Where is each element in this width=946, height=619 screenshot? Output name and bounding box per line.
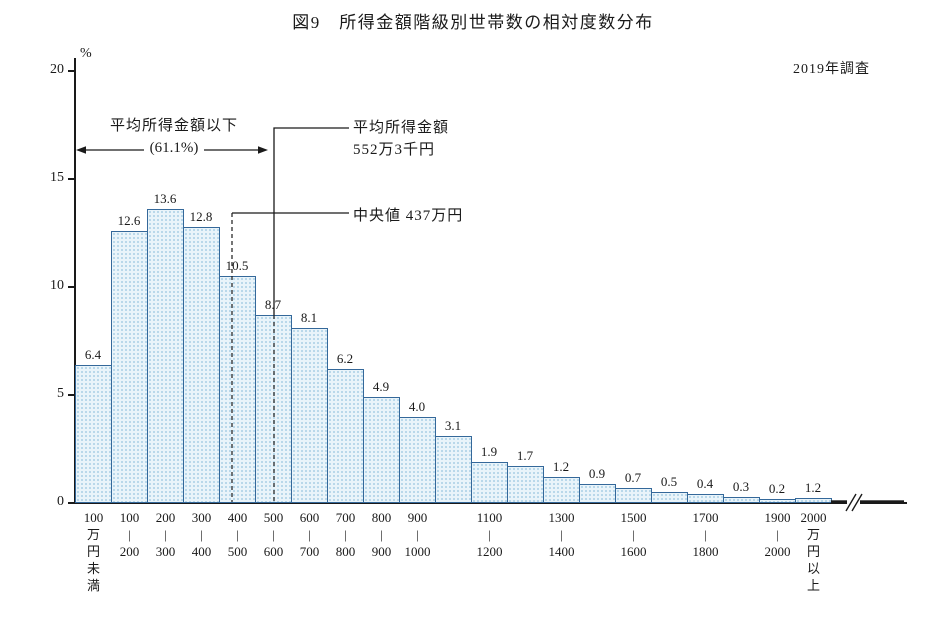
y-axis-line bbox=[74, 58, 76, 504]
bar bbox=[435, 436, 472, 503]
bar bbox=[75, 365, 112, 503]
bar-value-label: 1.9 bbox=[480, 444, 498, 459]
bar-value-label: 12.6 bbox=[117, 213, 141, 228]
x-axis-label: 100 | 200 bbox=[119, 510, 140, 559]
x-axis-label: 200 | 300 bbox=[155, 510, 176, 559]
x-axis-label: 1700 | 1800 bbox=[692, 510, 719, 559]
x-axis-label: 2000 万 円 以 上 bbox=[800, 510, 827, 593]
bar bbox=[579, 484, 616, 503]
y-tick-label: 20 bbox=[50, 62, 64, 77]
bar-value-label: 12.8 bbox=[189, 209, 213, 224]
bar bbox=[255, 315, 292, 503]
below-mean-pct-text: (61.1%) bbox=[143, 140, 205, 156]
bar bbox=[111, 231, 148, 503]
x-axis-label: 900 | 1000 bbox=[404, 510, 431, 559]
x-axis-label: 800 | 900 bbox=[371, 510, 392, 559]
bar bbox=[399, 417, 436, 503]
bar bbox=[327, 369, 364, 503]
y-axis-unit-label: % bbox=[80, 46, 92, 61]
x-axis-label: 600 | 700 bbox=[299, 510, 320, 559]
bar bbox=[507, 466, 544, 503]
y-tick bbox=[68, 70, 75, 72]
bar-value-label: 1.2 bbox=[804, 480, 822, 495]
bar-value-label: 13.6 bbox=[153, 191, 177, 206]
bar bbox=[291, 328, 328, 503]
bar bbox=[147, 209, 184, 503]
bar-value-label: 8.1 bbox=[300, 310, 318, 325]
bar-value-label: 0.3 bbox=[732, 479, 750, 494]
bar bbox=[183, 227, 220, 503]
bar bbox=[759, 499, 796, 503]
bar bbox=[651, 492, 688, 503]
y-tick bbox=[68, 286, 75, 288]
bar-value-label: 6.2 bbox=[336, 351, 354, 366]
bar bbox=[687, 494, 724, 503]
chart-title: 図9 所得金額階級別世帯数の相対度数分布 bbox=[292, 13, 654, 32]
x-axis-label: 1100 | 1200 bbox=[476, 510, 503, 559]
x-axis-label: 700 | 800 bbox=[335, 510, 356, 559]
bar-value-label: 1.2 bbox=[552, 459, 570, 474]
y-tick-label: 10 bbox=[50, 278, 64, 293]
y-tick-label: 5 bbox=[57, 386, 64, 401]
x-axis-label: 500 | 600 bbox=[263, 510, 284, 559]
bar-value-label: 4.0 bbox=[408, 399, 426, 414]
x-axis-label: 300 | 400 bbox=[191, 510, 212, 559]
bar-value-label: 1.7 bbox=[516, 448, 534, 463]
bar-value-label: 6.4 bbox=[84, 347, 102, 362]
y-tick bbox=[68, 394, 75, 396]
x-axis-label: 1300 | 1400 bbox=[548, 510, 575, 559]
bar bbox=[723, 497, 760, 503]
y-tick-label: 15 bbox=[50, 170, 64, 185]
x-axis-label: 1500 | 1600 bbox=[620, 510, 647, 559]
bar-value-label: 4.9 bbox=[372, 379, 390, 394]
y-tick bbox=[68, 502, 75, 504]
bar-value-label: 0.7 bbox=[624, 470, 642, 485]
bar-value-label: 0.5 bbox=[660, 474, 678, 489]
bar bbox=[471, 462, 508, 503]
x-axis-label: 400 | 500 bbox=[227, 510, 248, 559]
y-tick bbox=[68, 178, 75, 180]
mean-annotation: 平均所得金額 552万3千円 bbox=[353, 117, 449, 161]
y-tick-label: 0 bbox=[57, 494, 64, 509]
below-mean-annotation-title: 平均所得金額以下 bbox=[109, 118, 238, 134]
bar bbox=[615, 488, 652, 503]
bar-value-label: 0.4 bbox=[696, 476, 714, 491]
bar bbox=[363, 397, 400, 503]
bar-value-label: 10.5 bbox=[225, 258, 249, 273]
x-axis-label: 100 万 円 未 満 bbox=[83, 510, 104, 593]
survey-year-note: 2019年調査 bbox=[793, 62, 870, 77]
bar-value-label: 0.9 bbox=[588, 466, 606, 481]
mean-annotation-value: 552万3千円 bbox=[353, 142, 436, 158]
x-axis-label: 1900 | 2000 bbox=[764, 510, 791, 559]
below-mean-annotation-pct: (61.1%) bbox=[85, 140, 263, 157]
median-annotation: 中央値 437万円 bbox=[353, 208, 464, 224]
bar-value-label: 0.2 bbox=[768, 481, 786, 496]
bar bbox=[219, 276, 256, 503]
bar-value-label: 3.1 bbox=[444, 418, 462, 433]
bar bbox=[795, 498, 832, 503]
mean-annotation-title: 平均所得金額 bbox=[353, 120, 450, 136]
